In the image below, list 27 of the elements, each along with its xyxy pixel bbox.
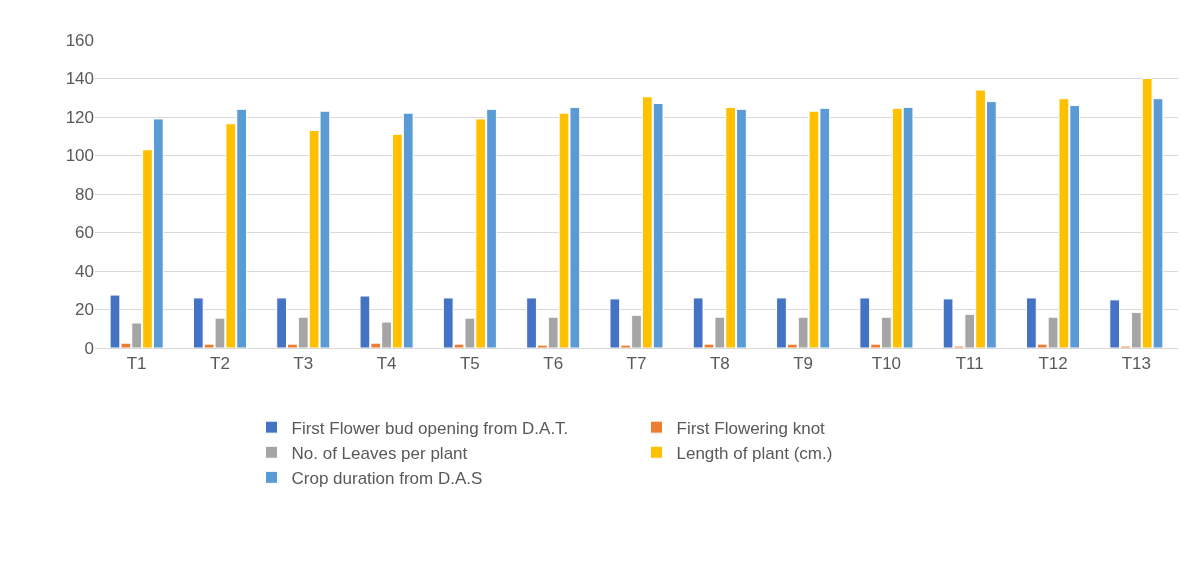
x-tick-label: T11 bbox=[955, 354, 984, 374]
y-tick-label: 0 bbox=[84, 338, 94, 358]
legend-label: First Flower bud opening from D.A.T. bbox=[291, 418, 569, 438]
x-tick-label: T7 bbox=[626, 354, 647, 374]
y-tick-label: 20 bbox=[75, 300, 94, 320]
x-tick-label: T3 bbox=[293, 354, 314, 374]
legend-label: No. of Leaves per plant bbox=[291, 443, 468, 463]
x-tick-label: T8 bbox=[709, 354, 730, 374]
y-tick-label: 100 bbox=[65, 146, 94, 166]
y-tick-label: 40 bbox=[75, 261, 94, 281]
y-tick-label: 160 bbox=[65, 30, 94, 50]
y-tick-label: 60 bbox=[75, 223, 94, 243]
legend-label: First Flowering knot bbox=[676, 418, 826, 438]
x-tick-label: T13 bbox=[1121, 354, 1151, 374]
legend-label: Crop duration from D.A.S bbox=[291, 468, 483, 488]
y-tick-label: 140 bbox=[65, 69, 94, 89]
x-tick-label: T4 bbox=[376, 354, 397, 374]
x-tick-label: T10 bbox=[871, 354, 902, 374]
y-tick-label: 80 bbox=[75, 184, 94, 204]
x-tick-label: T9 bbox=[793, 354, 814, 374]
x-tick-label: T6 bbox=[543, 354, 564, 374]
legend-label: Length of plant (cm.) bbox=[676, 443, 833, 463]
x-tick-label: T12 bbox=[1038, 354, 1068, 374]
x-tick-label: T5 bbox=[459, 354, 480, 374]
y-tick-label: 120 bbox=[65, 107, 94, 127]
x-tick-label: T1 bbox=[126, 354, 147, 374]
x-tick-label: T2 bbox=[210, 354, 230, 374]
